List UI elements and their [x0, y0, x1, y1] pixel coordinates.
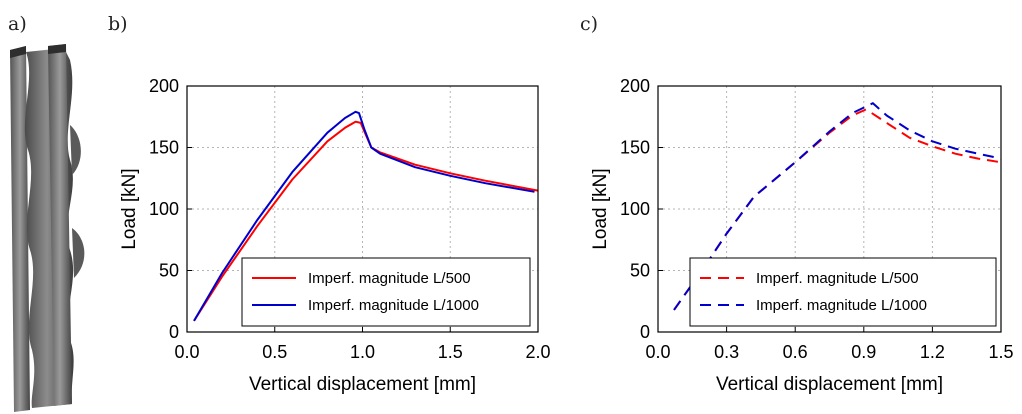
chart-c-xtick-label: 0.9 — [851, 342, 876, 362]
chart-c-legend-label-1: Imperf. magnitude L/500 — [756, 270, 919, 287]
chart-c-xtick-label: 1.2 — [920, 342, 945, 362]
chart-c-legend-label-2: Imperf. magnitude L/1000 — [756, 297, 927, 314]
chart-b-series-2-line — [193, 110, 535, 322]
chart-c-ytick-label: 50 — [630, 261, 650, 281]
chart-b-xtick-label: 2.0 — [525, 342, 550, 362]
chart-b-series-1-line — [193, 120, 539, 322]
chart-c-ylabel: Load [kN] — [590, 168, 611, 249]
chart-c-xtick-label: 0.0 — [645, 342, 670, 362]
chart-b-ylabel: Load [kN] — [119, 168, 140, 249]
chart-c-legend — [689, 257, 997, 327]
chart-b-ytick-label: 150 — [149, 138, 179, 158]
chart-c-series-2-line — [673, 102, 1002, 311]
chart-b-legend — [241, 257, 531, 327]
chart-b-xtick-label: 1.5 — [438, 342, 463, 362]
steel-column-illustration — [10, 44, 85, 412]
chart-b: 0.0 0.5 1.0 1.5 2.0 0 50 100 150 200 Vertical disp… — [119, 76, 551, 395]
chart-b-legend-label-2: Imperf. magnitude L/1000 — [308, 297, 479, 314]
chart-c-ytick-label: 0 — [640, 322, 650, 342]
chart-c-xtick-label: 0.6 — [783, 342, 808, 362]
chart-b-xtick-label: 0.5 — [262, 342, 287, 362]
panel-a-letter: a) — [8, 13, 27, 35]
chart-c-xlabel: Vertical displacement [mm] — [716, 374, 943, 395]
chart-b-legend-label-1: Imperf. magnitude L/500 — [308, 270, 471, 287]
chart-b-ytick-label: 50 — [159, 261, 179, 281]
chart-b-xlabel: Vertical displacement [mm] — [249, 374, 476, 395]
chart-c-ytick-label: 200 — [620, 76, 650, 96]
panel-c-letter: c) — [580, 13, 598, 35]
chart-b-xtick-label: 0.0 — [174, 342, 199, 362]
chart-c-ytick-label: 150 — [620, 138, 650, 158]
chart-c-ytick-label: 100 — [620, 199, 650, 219]
chart-c-xtick-label: 1.5 — [988, 342, 1013, 362]
panel-b-letter: b) — [108, 13, 128, 35]
chart-b-xtick-label: 1.0 — [350, 342, 375, 362]
chart-b-ytick-label: 0 — [169, 322, 179, 342]
chart-b-ytick-label: 200 — [149, 76, 179, 96]
chart-c: 0.0 0.3 0.6 0.9 1.2 1.5 0 50 100 150 200 Vertical d… — [590, 76, 1014, 395]
chart-b-ytick-label: 100 — [149, 199, 179, 219]
chart-c-xtick-label: 0.3 — [714, 342, 739, 362]
